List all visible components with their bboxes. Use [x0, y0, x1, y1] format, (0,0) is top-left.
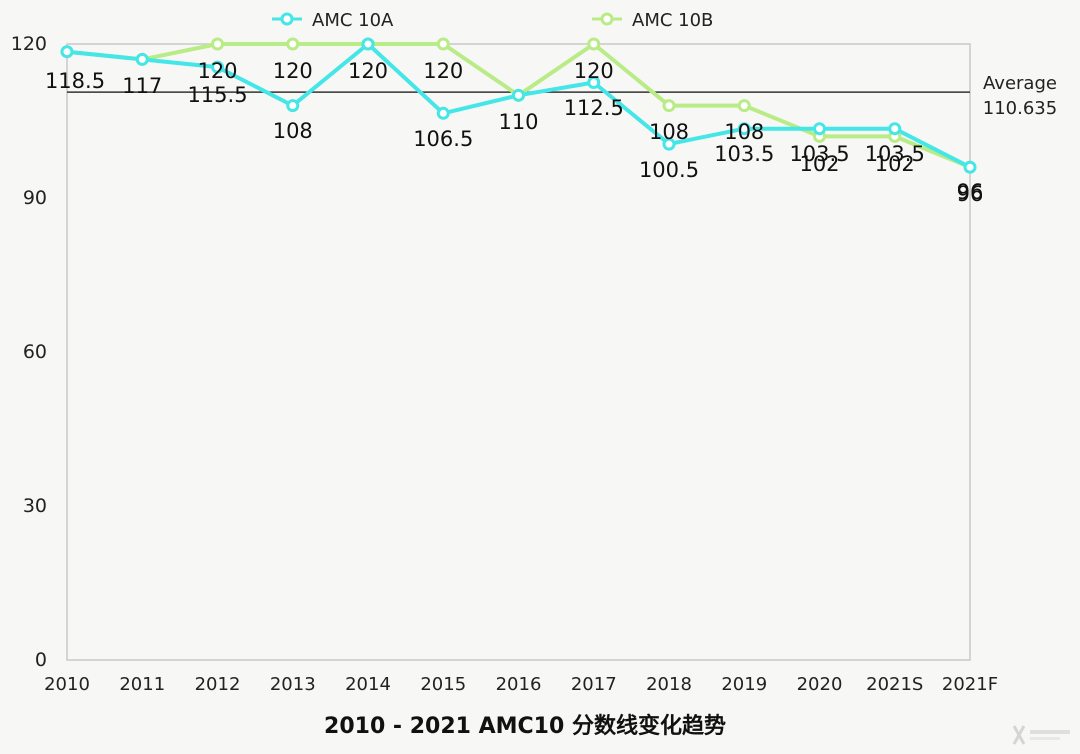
data-point-amc10a: [888, 122, 902, 136]
x-tick-label: 2012: [195, 674, 241, 695]
plot-border: [66, 43, 971, 661]
x-tick-label: 2021F: [942, 674, 998, 695]
y-tick-label: 90: [23, 187, 47, 209]
data-label-amc10a: 103.5: [865, 142, 925, 166]
x-tick-label: 2013: [270, 674, 316, 695]
x-tick-label: 2014: [345, 674, 391, 695]
x-tick-label: 2016: [496, 674, 542, 695]
x-axis: 2010 2011 2012 2013 2014 2015 2016 2017 2018 2019…: [44, 674, 998, 695]
x-tick-label: 2010: [44, 674, 90, 695]
data-label-amc10a: 110: [498, 110, 538, 134]
data-label-amc10b: 108: [724, 120, 764, 144]
data-label-amc10a: 108: [273, 119, 313, 143]
data-label-amc10a: 103.5: [714, 142, 774, 166]
watermark-logo-icon: [1012, 725, 1070, 745]
data-point-amc10a: [737, 122, 751, 136]
data-point-amc10a: [436, 106, 450, 120]
data-label-amc10a: 100.5: [639, 158, 699, 182]
data-label-amc10a: 118.5: [45, 69, 105, 93]
y-tick-label: 30: [23, 495, 47, 517]
data-label-amc10a: 103.5: [789, 142, 849, 166]
legend-swatch-marker: [600, 12, 614, 26]
data-point-amc10b: [211, 37, 224, 51]
chart-title: 2010 - 2021 AMC10 分数线变化趋势: [324, 713, 726, 739]
data-point-amc10b: [737, 99, 751, 113]
x-tick-label: 2017: [571, 674, 617, 695]
data-label-amc10b: 120: [197, 59, 237, 83]
data-label-amc10a: 115.5: [187, 83, 247, 107]
x-tick-label: 2011: [119, 674, 165, 695]
x-tick-label: 2018: [646, 674, 692, 695]
average-value-label: 110.635: [983, 98, 1057, 119]
data-point-amc10b: [587, 37, 601, 51]
data-label-amc10a: 106.5: [413, 127, 473, 151]
x-tick-label: 2015: [420, 674, 466, 695]
data-point-amc10a: [361, 37, 375, 51]
series-group: [60, 37, 977, 174]
data-label-amc10b: 108: [649, 120, 689, 144]
legend-label: AMC 10A: [312, 10, 394, 31]
y-axis: 0 30 60 90 120: [11, 33, 47, 671]
data-point-amc10a: [60, 45, 74, 59]
average-label: Average: [983, 73, 1057, 94]
y-tick-label: 120: [11, 33, 47, 55]
x-tick-label: 2020: [797, 674, 843, 695]
data-point-amc10a: [963, 160, 977, 174]
data-label-amc10a: 117: [122, 74, 162, 98]
data-label-amc10a: 120: [348, 59, 388, 83]
data-label-amc10b: 96: [957, 180, 984, 204]
x-tick-label: 2019: [721, 674, 767, 695]
plot-frame: [66, 43, 971, 661]
data-labels: 118.5 117 115.5 108 120 106.5 110 112.5 100.5 103…: [45, 59, 983, 206]
data-label-amc10b: 102: [799, 152, 839, 176]
data-point-amc10b: [286, 37, 300, 51]
data-label-amc10b: 120: [423, 59, 463, 83]
legend-label: AMC 10B: [632, 10, 713, 31]
data-label-amc10a: 112.5: [564, 96, 624, 120]
data-point-amc10a: [813, 122, 826, 136]
data-label-amc10b: 120: [574, 59, 614, 83]
data-point-amc10b: [662, 99, 676, 113]
data-point-amc10a: [286, 99, 300, 113]
data-point-amc10a: [211, 60, 224, 74]
data-label-amc10a: 96: [957, 182, 984, 206]
y-tick-label: 0: [35, 649, 47, 671]
data-point-amc10a: [662, 137, 676, 151]
y-tick-label: 60: [23, 341, 47, 363]
data-point-amc10a: [512, 88, 525, 102]
legend-swatch-marker: [280, 12, 294, 26]
data-point-amc10a: [135, 52, 149, 66]
data-point-amc10b: [436, 37, 450, 51]
legend: AMC 10A AMC 10B: [272, 10, 713, 31]
data-point-amc10a: [587, 76, 601, 89]
data-label-amc10b: 120: [273, 59, 313, 83]
x-tick-label: 2021S: [866, 674, 923, 695]
data-label-amc10b: 102: [875, 152, 915, 176]
